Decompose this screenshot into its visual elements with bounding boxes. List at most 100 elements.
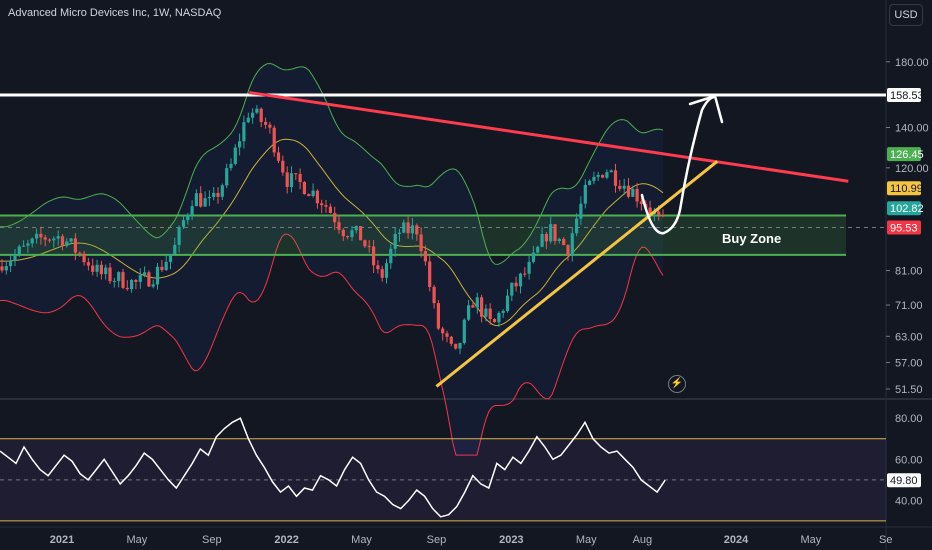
- bollinger-fill: [0, 63, 663, 456]
- candle-body: [86, 262, 90, 266]
- candle-42: [181, 215, 186, 229]
- candle-6: [26, 239, 30, 254]
- candle-9: [39, 226, 43, 245]
- price-label-text: 110.99: [890, 183, 923, 195]
- candle-27: [117, 271, 121, 288]
- candle-body: [570, 233, 574, 256]
- candle-body: [220, 185, 224, 197]
- candle-body: [35, 233, 39, 239]
- candle-body: [177, 226, 181, 245]
- candle-133: [575, 213, 579, 237]
- candle-38: [164, 254, 168, 271]
- candle-body: [242, 122, 246, 142]
- candle-106: [458, 342, 462, 355]
- currency-button[interactable]: USD: [889, 4, 923, 26]
- candle-body: [268, 124, 272, 128]
- candle-71: [307, 193, 311, 197]
- projection-arrowhead: [688, 94, 724, 124]
- candle-46: [199, 186, 203, 208]
- candle-body: [47, 239, 52, 241]
- candle-84: [363, 239, 367, 248]
- candle-body: [65, 241, 69, 246]
- candle-body: [428, 261, 432, 287]
- price-label-bg: [887, 88, 921, 102]
- candle-body: [324, 205, 328, 207]
- candle-74: [320, 199, 324, 214]
- candle-body: [505, 295, 510, 311]
- candle-39: [168, 254, 173, 270]
- candle-86: [372, 239, 376, 273]
- candle-body: [311, 190, 315, 196]
- time-axis-tick-3: 2022: [274, 534, 298, 546]
- candle-body: [246, 117, 250, 123]
- time-axis-tick-10: May: [800, 534, 821, 546]
- candle-5: [22, 240, 26, 247]
- candle-83: [359, 226, 363, 241]
- time-axis-tick-6: 2023: [499, 534, 523, 546]
- candle-body: [13, 254, 17, 261]
- candle-1: [4, 260, 8, 275]
- candle-body: [43, 237, 47, 240]
- candle-body: [410, 225, 414, 234]
- candle-body: [540, 234, 544, 247]
- candle-body: [108, 267, 112, 282]
- candle-body: [104, 267, 108, 274]
- candle-body: [613, 170, 618, 186]
- candle-96: [415, 223, 419, 241]
- candle-53: [229, 158, 233, 171]
- candle-body: [151, 284, 155, 287]
- candle-body: [225, 168, 229, 186]
- time-axis-tick-2: Sep: [202, 534, 222, 546]
- candle-122: [527, 255, 531, 280]
- rsi-line: [0, 417, 666, 518]
- candle-body: [609, 170, 613, 173]
- candle-127: [549, 216, 553, 244]
- candle-24: [104, 264, 108, 280]
- candle-22: [95, 259, 99, 277]
- candle-65: [281, 155, 285, 176]
- candle-124: [536, 245, 540, 254]
- candle-31: [134, 278, 138, 290]
- candle-94: [406, 215, 410, 239]
- candle-body: [238, 141, 242, 148]
- candle-32: [138, 268, 142, 289]
- price-axis-tick-5: 63.00: [895, 331, 923, 343]
- price-axis-tick-4: 71.00: [895, 300, 923, 312]
- buy-zone-rect: [0, 215, 846, 255]
- candle-body: [91, 265, 95, 272]
- candle-body: [575, 218, 579, 234]
- candle-47: [203, 191, 207, 207]
- candle-69: [298, 168, 302, 190]
- candle-body: [415, 225, 419, 235]
- projection-arrow: [640, 95, 716, 235]
- candle-103: [445, 330, 449, 343]
- ascending-trendline: [435, 160, 719, 388]
- candle-body: [117, 272, 121, 281]
- candle-body: [458, 343, 462, 349]
- candle-20: [86, 258, 90, 271]
- lightning-icon[interactable]: ⚡: [668, 375, 686, 393]
- candle-147: [635, 183, 639, 208]
- candle-136: [588, 179, 592, 186]
- candle-59: [255, 104, 259, 115]
- candle-body: [350, 230, 354, 238]
- candle-7: [30, 237, 34, 248]
- candle-body: [501, 310, 505, 313]
- candle-body: [618, 185, 622, 189]
- price-axis-tick-2: 120.00: [895, 163, 929, 175]
- time-axis-tick-11: Se: [879, 534, 892, 546]
- candle-body: [389, 248, 393, 264]
- candle-body: [17, 246, 21, 255]
- price-label-1: 126.45: [887, 147, 924, 162]
- candle-116: [501, 309, 505, 318]
- candle-body: [406, 222, 410, 234]
- candle-body: [337, 222, 341, 230]
- candle-4: [17, 244, 21, 258]
- candle-body: [30, 238, 34, 244]
- candle-body: [363, 240, 367, 247]
- candle-body: [354, 226, 358, 231]
- candle-75: [324, 200, 328, 213]
- candle-66: [285, 166, 289, 194]
- candle-body: [553, 224, 557, 241]
- candle-body: [121, 272, 125, 288]
